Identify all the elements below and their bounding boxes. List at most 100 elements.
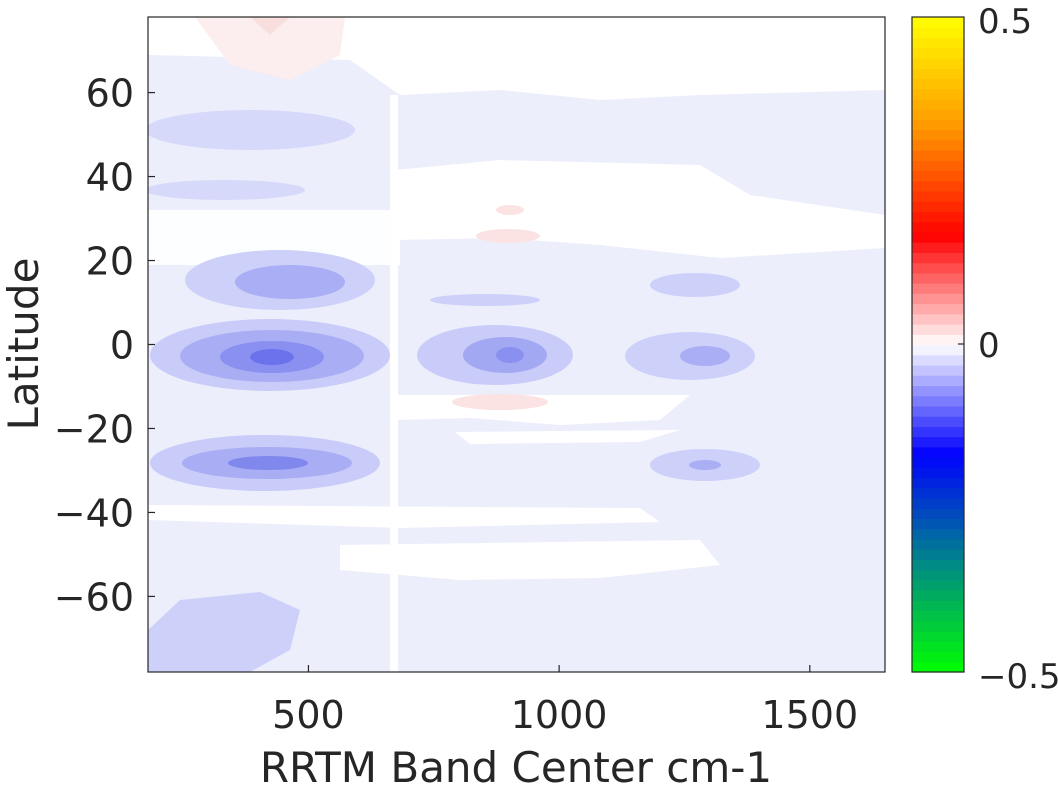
feature-polar-north-red-core [250, 17, 290, 35]
band-gap [390, 95, 398, 672]
y-tick-label: 0 [110, 324, 134, 368]
near-zero-south [148, 505, 660, 528]
near-zero-mid-line [455, 430, 680, 444]
colorbar-step [912, 272, 964, 284]
colorbar-step [912, 252, 964, 264]
x-tick-label: 1500 [761, 693, 858, 737]
colorbar-step [912, 354, 964, 366]
colorbar-step [912, 27, 964, 39]
colorbar-step [912, 416, 964, 427]
feature-40n-left [148, 180, 305, 200]
x-tick-label: 1000 [511, 693, 608, 737]
feature-mid-red-north2 [496, 205, 524, 215]
colorbar-step [912, 405, 964, 417]
feature-mid-red-south [452, 394, 548, 410]
colorbar-step [912, 631, 964, 642]
near-zero-left-strip [148, 210, 400, 265]
feature-60n-left [148, 110, 355, 150]
colorbar-step [912, 17, 964, 28]
feature-south-right-2 [689, 460, 721, 470]
colorbar-step [912, 98, 964, 110]
feature-equator-left-4 [250, 349, 294, 365]
x-tick-label: 500 [272, 693, 345, 737]
feature-equator-mid-3 [496, 347, 524, 363]
feature-equator-right-2 [680, 346, 730, 366]
colorbar-step [912, 395, 964, 407]
colorbar-step [912, 262, 964, 274]
colorbar-step [912, 242, 964, 253]
colorbar-step [912, 190, 964, 202]
y-tick-label: −20 [54, 407, 134, 451]
colorbar-step [912, 109, 964, 120]
colorbar-step [912, 385, 964, 397]
colorbar-step [912, 129, 964, 141]
colorbar-step [912, 508, 964, 520]
y-tick-label: −40 [54, 491, 134, 535]
colorbar-step [912, 47, 964, 59]
colorbar-step [912, 78, 964, 90]
colorbar-step [912, 661, 964, 673]
colorbar-step [912, 559, 964, 571]
y-tick-label: 20 [86, 240, 134, 284]
feature-polar-north-red [195, 17, 345, 80]
colorbar-step [912, 579, 964, 591]
y-tick-label: −60 [54, 575, 134, 619]
colorbar-step [912, 88, 964, 100]
colorbar-step [912, 477, 964, 489]
colorbar-step [912, 180, 964, 192]
positive-features [195, 17, 548, 410]
feature-mid-red-north [476, 229, 540, 243]
colorbar-step [912, 590, 964, 601]
colorbar-step [912, 620, 964, 632]
plot-area: 500 1000 1500 60 40 20 0 −20 −40 −60 [54, 16, 886, 737]
feature-north-left-2 [235, 265, 345, 299]
colorbar-step [912, 344, 964, 356]
colorbar-step [912, 364, 964, 376]
colorbar-step [912, 436, 964, 448]
colorbar-step [912, 600, 964, 612]
colorbar-step [912, 37, 964, 49]
colorbar-step [912, 457, 964, 468]
colorbar-step [912, 211, 964, 223]
colorbar-step [912, 467, 964, 479]
colorbar-label-min: −0.5 [978, 657, 1058, 697]
colorbar-steps [912, 17, 964, 673]
colorbar-step [912, 231, 964, 243]
colorbar-step [912, 651, 964, 663]
colorbar-step [912, 139, 964, 151]
colorbar-step [912, 57, 964, 69]
colorbar-step [912, 528, 964, 540]
contour-field [148, 17, 885, 672]
colorbar-step [912, 446, 964, 458]
y-axis-label: Latitude [0, 258, 48, 431]
feature-north-right [650, 273, 740, 297]
x-axis-ticks: 500 1000 1500 [272, 665, 858, 737]
near-zero-south2 [340, 540, 720, 580]
colorbar-step [912, 150, 964, 161]
colorbar-step [912, 68, 964, 80]
negative-features [148, 110, 760, 672]
y-tick-label: 40 [86, 156, 134, 200]
colorbar-step [912, 170, 964, 182]
colorbar-step [912, 334, 964, 346]
colorbar-label-zero: 0 [978, 326, 1000, 366]
colorbar-step [912, 201, 964, 213]
feature-south-left-3 [228, 456, 308, 470]
colorbar-step [912, 375, 964, 387]
colorbar-step [912, 303, 964, 315]
y-axis-ticks: 60 40 20 0 −20 −40 −60 [54, 72, 155, 619]
colorbar-step [912, 518, 964, 530]
colorbar-step [912, 498, 964, 509]
colorbar-step [912, 641, 964, 653]
colorbar-step [912, 221, 964, 233]
colorbar: 0.5 0 −0.5 [911, 2, 1058, 697]
colorbar-step [912, 313, 964, 325]
x-axis-label: RRTM Band Center cm-1 [260, 743, 772, 786]
colorbar-step [912, 487, 964, 499]
colorbar-step [912, 569, 964, 581]
feature-southwest [148, 592, 300, 672]
feature-north-mid [430, 294, 540, 306]
colorbar-step [912, 119, 964, 131]
colorbar-step [912, 426, 964, 438]
